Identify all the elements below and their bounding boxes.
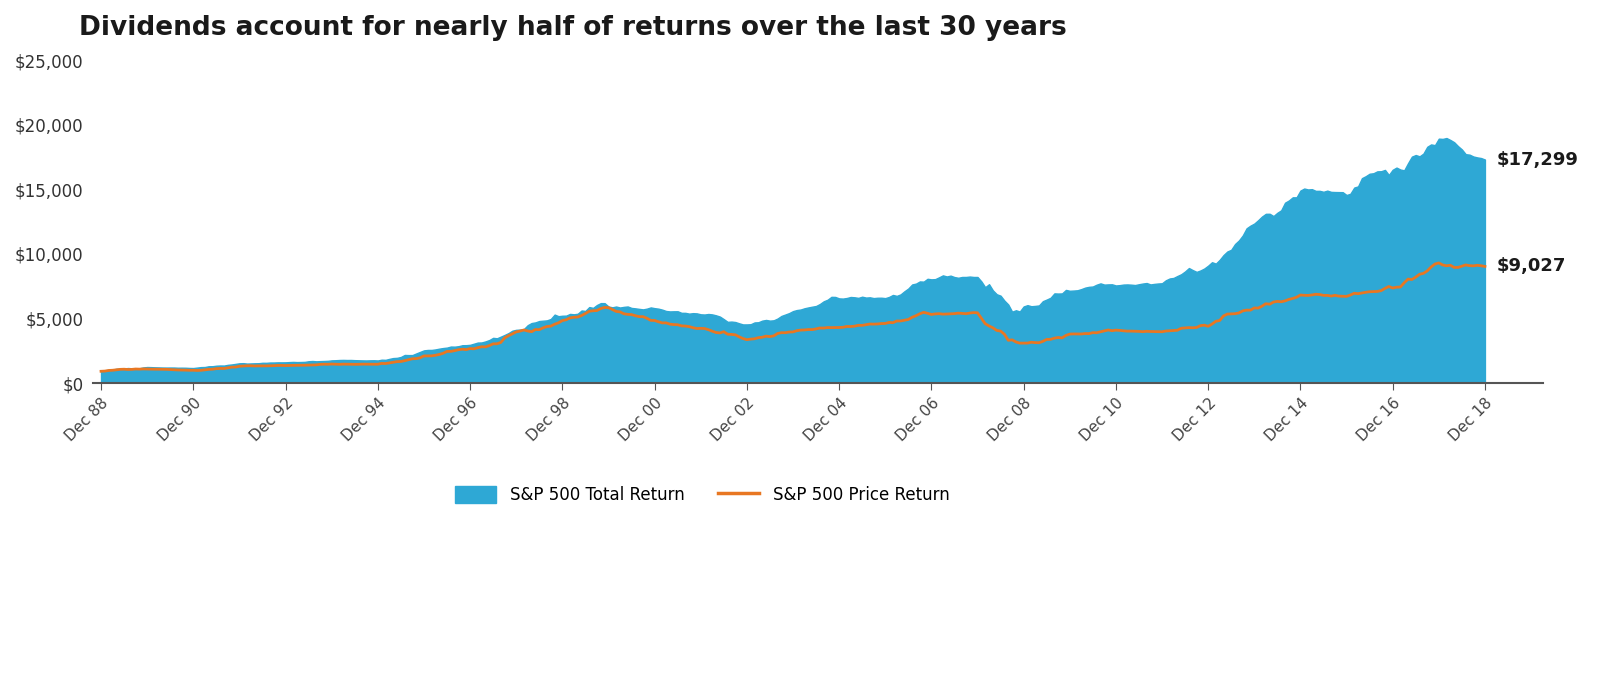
Text: $17,299: $17,299 <box>1496 151 1578 168</box>
Text: $9,027: $9,027 <box>1496 258 1566 275</box>
Legend: S&P 500 Total Return, S&P 500 Price Return: S&P 500 Total Return, S&P 500 Price Retu… <box>448 479 957 510</box>
Text: Dividends account for nearly half of returns over the last 30 years: Dividends account for nearly half of ret… <box>78 15 1067 41</box>
